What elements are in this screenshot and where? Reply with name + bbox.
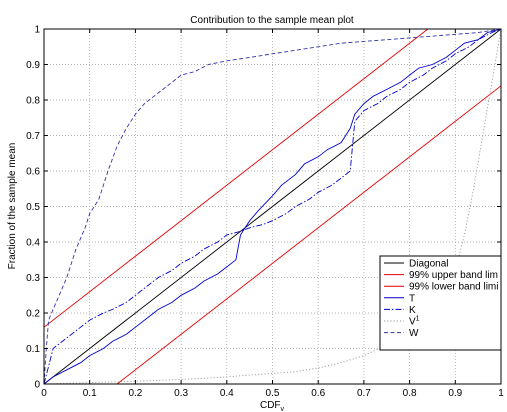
legend-label-v: V1 <box>409 316 420 328</box>
y-tick-label: 0.3 <box>26 273 40 284</box>
x-tick-label: 0.5 <box>266 388 280 399</box>
x-axis-title-main: CDF <box>260 400 281 411</box>
x-tick-label: 0.7 <box>357 388 371 399</box>
y-tick-label: 1 <box>34 25 40 36</box>
legend-label-w: W <box>409 328 419 339</box>
series-line-diagonal <box>43 28 502 385</box>
y-tick-label: 0 <box>34 380 40 391</box>
series-line-99-upper-band-lim <box>43 28 429 328</box>
legend-label-superscript: 1 <box>416 316 420 323</box>
x-axis-title-subscript: v <box>281 406 285 412</box>
legend-label-k: K <box>409 305 416 316</box>
y-tick-label: 0.6 <box>26 167 40 178</box>
x-tick-label: 0 <box>41 388 47 399</box>
series-line-t <box>43 28 502 385</box>
x-tick-labels: 0 0.1 0.2 0.3 0.4 0.5 0.6 0.7 0.8 0.9 1 <box>41 388 504 399</box>
chart-title: Contribution to the sample mean plot <box>190 15 354 26</box>
y-tick-label: 0.7 <box>26 131 40 142</box>
legend-label-t: T <box>409 293 415 304</box>
x-tick-label: 0.1 <box>83 388 97 399</box>
x-axis-title: CDFv <box>260 400 285 412</box>
y-tick-labels: 0 0.1 0.2 0.3 0.4 0.5 0.6 0.7 0.8 0.9 1 <box>26 25 40 391</box>
axis-ticks <box>43 28 502 385</box>
legend-label-99-lower-band-limi: 99% lower band limi <box>409 282 499 293</box>
grid <box>44 29 501 384</box>
y-tick-label: 0.9 <box>26 60 40 71</box>
series-line-k <box>43 28 502 385</box>
series-line-w <box>43 28 502 385</box>
x-tick-label: 0.4 <box>220 388 234 399</box>
x-tick-label: 0.2 <box>128 388 142 399</box>
y-axis-title: Fraction of the sample mean <box>7 143 18 270</box>
y-tick-label: 0.2 <box>26 309 40 320</box>
y-tick-label: 0.4 <box>26 238 40 249</box>
legend-label-diagonal: Diagonal <box>409 259 448 270</box>
y-tick-label: 0.8 <box>26 96 40 107</box>
x-tick-label: 1 <box>498 388 504 399</box>
series-line-99-lower-band-limi <box>116 85 502 385</box>
x-tick-label: 0.8 <box>403 388 417 399</box>
y-tick-label: 0.5 <box>26 202 40 213</box>
x-tick-label: 0.9 <box>448 388 462 399</box>
series-group <box>43 28 502 385</box>
legend-box <box>379 255 502 351</box>
legend-label-99-upper-band-lim: 99% upper band lim <box>409 270 498 281</box>
y-tick-label: 0.1 <box>26 344 40 355</box>
x-tick-label: 0.3 <box>174 388 188 399</box>
x-tick-label: 0.6 <box>311 388 325 399</box>
